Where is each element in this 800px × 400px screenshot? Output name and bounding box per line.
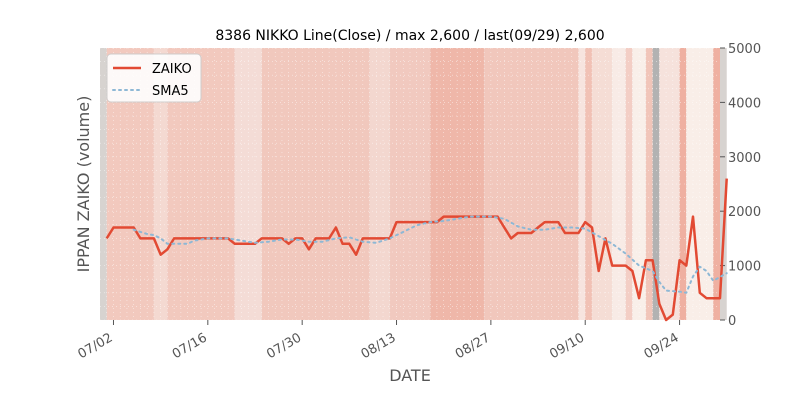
background-band [625, 48, 633, 320]
x-tick-label: 08/13 [359, 330, 399, 362]
background-band [100, 48, 107, 320]
x-tick-label: 07/02 [76, 330, 116, 362]
y-tick-label: 1000 [728, 260, 761, 275]
legend: ZAIKO SMA5 [106, 53, 202, 103]
plot-area: 0 1000 2000 3000 4000 5000 07/02 07/16 07/30 08/1… [76, 42, 762, 362]
background-band [652, 48, 660, 320]
chart-title: 8386 NIKKO Line(Close) / max 2,600 / las… [215, 28, 604, 44]
background-band [591, 48, 613, 320]
y-axis-label: IPPAN ZAIKO (volume) [74, 96, 93, 273]
y-tick-label: 4000 [728, 96, 761, 111]
legend-label-sma5: SMA5 [152, 84, 189, 99]
background-band [578, 48, 586, 320]
background-band [720, 48, 727, 320]
background-band [679, 48, 687, 320]
x-tick-label: 08/27 [453, 330, 493, 362]
x-tick-label: 07/16 [170, 330, 210, 362]
x-tick-label: 09/24 [642, 330, 682, 362]
y-tick-label: 0 [728, 314, 736, 329]
y-tick-label: 2000 [728, 205, 761, 220]
background-band [645, 48, 653, 320]
y-tick-label: 5000 [728, 42, 761, 57]
series-line-sma5 [132, 215, 728, 294]
legend-label-zaiko: ZAIKO [152, 62, 192, 77]
x-tick-label: 09/10 [547, 330, 587, 362]
x-axis-label: DATE [389, 366, 431, 385]
x-tick-label: 07/30 [264, 330, 304, 362]
y-tick-label: 3000 [728, 151, 761, 166]
